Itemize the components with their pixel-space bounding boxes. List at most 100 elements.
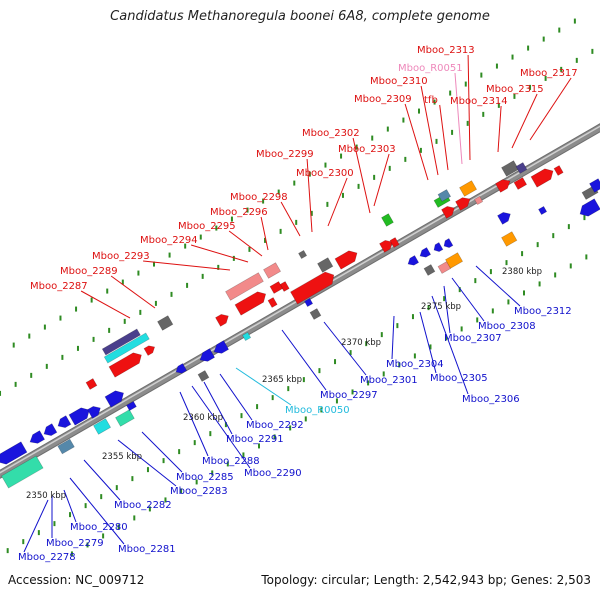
gene-label-top: Mboo_2289 [60, 266, 118, 277]
gene-arrow [175, 363, 188, 374]
leader-line [323, 321, 367, 376]
gene-arrow [29, 430, 46, 444]
gene-arrow [57, 438, 75, 455]
gene-arrow [304, 297, 314, 308]
gene-arrow-shape [43, 423, 58, 436]
gene-arrow [474, 195, 484, 206]
gene-arrow [108, 352, 142, 378]
gene-arrow [437, 189, 452, 202]
gene-label-top: Mboo_2287 [30, 281, 88, 292]
label-leader-lines [23, 54, 572, 553]
gene-arrow-shape [334, 250, 358, 270]
gene-arrow-shape [423, 264, 436, 276]
leader-line [143, 260, 231, 271]
gene-arrow-shape [441, 206, 455, 219]
gene-arrow-shape [175, 363, 188, 374]
gene-label-bottom: Mboo_2291 [226, 434, 284, 445]
gene-features [0, 160, 600, 489]
gene-label-bottom: Mboo_2306 [462, 394, 520, 405]
gene-arrow [215, 314, 229, 327]
scale-label: 2350 kbp [26, 491, 66, 501]
gene-arrow [263, 262, 282, 279]
gene-arrow [126, 400, 137, 412]
genome-summary-text: Topology: circular; Length: 2,542,943 bp… [261, 573, 591, 587]
gene-arrow-shape [515, 162, 528, 174]
leader-line [373, 153, 390, 207]
gene-arrow-shape [501, 231, 518, 247]
gene-label-bottom: Mboo_2307 [444, 333, 502, 344]
gene-arrow [437, 261, 452, 274]
gene-arrow [513, 177, 528, 190]
scale-label: 2360 kbp [183, 413, 223, 423]
gene-arrow [157, 315, 174, 331]
gene-arrow [143, 345, 156, 356]
gene-arrow [309, 308, 322, 320]
gene-label-top: Mboo_2317 [520, 68, 578, 79]
gene-arrow [199, 348, 216, 362]
leader-line [117, 439, 177, 487]
gene-label-top: Mboo_2314 [450, 96, 508, 107]
gene-arrow-shape [213, 340, 230, 354]
gene-arrow [197, 370, 210, 382]
gene-arrow-shape [143, 345, 156, 356]
gene-label-bottom: Mboo_2308 [478, 321, 536, 332]
leader-line [190, 244, 249, 263]
leader-line [420, 85, 439, 176]
gene-arrow [1, 455, 44, 489]
gene-arrow-shape [269, 281, 284, 294]
gene-arrow-shape [68, 407, 90, 426]
gene-label-bottom: Mboo_2278 [18, 552, 76, 563]
gene-arrow-shape [93, 418, 112, 435]
leader-line [439, 104, 449, 171]
leader-line [83, 459, 121, 501]
scale-labels: 2350 kbp 2355 kbp 2360 kbp 2365 kbp 2370 kbp… [26, 267, 542, 501]
gene-label-bottom: Mboo_2283 [170, 486, 228, 497]
gene-arrow [423, 264, 436, 276]
gene-arrow [334, 250, 358, 270]
gene-arrow-shape [199, 348, 216, 362]
leader-line [203, 381, 233, 435]
scale-label: 2375 kbp [421, 302, 461, 312]
leader-line [404, 103, 429, 181]
scale-label: 2355 kbp [102, 452, 142, 462]
leader-line [260, 216, 269, 251]
gene-label-bottom: Mboo_2281 [118, 544, 176, 555]
gene-arrow-shape [381, 213, 394, 227]
gene-label-top: Mboo_2300 [296, 168, 354, 179]
gene-label-top: Mboo_2309 [354, 94, 412, 105]
gene-label-bottom: Mboo_2305 [430, 373, 488, 384]
gene-labels: Mboo_2287 Mboo_2289 Mboo_2293 Mboo_2294 Mboo… [18, 45, 578, 563]
gene-arrow-shape [101, 328, 141, 356]
gene-arrow-shape [437, 261, 452, 274]
gene-arrow-shape [215, 314, 229, 327]
gene-arrow-shape [579, 198, 600, 217]
gene-arrow-shape [317, 257, 334, 273]
gene-label-bottom: Mboo_2290 [244, 468, 302, 479]
gene-arrow-shape [530, 168, 554, 188]
gene-arrow-shape [0, 441, 28, 465]
scale-label: 2370 kbp [341, 338, 381, 348]
gene-arrow-shape [103, 332, 150, 364]
gene-arrow-shape [437, 189, 452, 202]
gene-arrow-shape [553, 165, 564, 176]
leader-line [467, 54, 471, 161]
gene-arrow [103, 332, 150, 364]
gene-arrow [279, 281, 290, 292]
gene-arrow [538, 205, 548, 216]
gene-arrow-shape [225, 272, 264, 301]
gene-arrow [419, 247, 432, 258]
leader-line [179, 391, 209, 457]
gene-arrow-shape [57, 438, 75, 455]
gene-arrow [530, 168, 554, 188]
gene-arrow [101, 328, 141, 356]
gene-arrow-shape [445, 252, 464, 269]
leader-line [475, 265, 521, 307]
gene-arrow-shape [407, 255, 420, 266]
gene-label-bottom: Mboo_2280 [70, 522, 128, 533]
gene-arrow [68, 407, 90, 426]
gene-arrow-shape [263, 262, 282, 279]
gene-arrow [433, 242, 444, 252]
gene-arrow [553, 165, 564, 176]
gene-arrow [298, 249, 308, 260]
leader-line [431, 295, 469, 395]
